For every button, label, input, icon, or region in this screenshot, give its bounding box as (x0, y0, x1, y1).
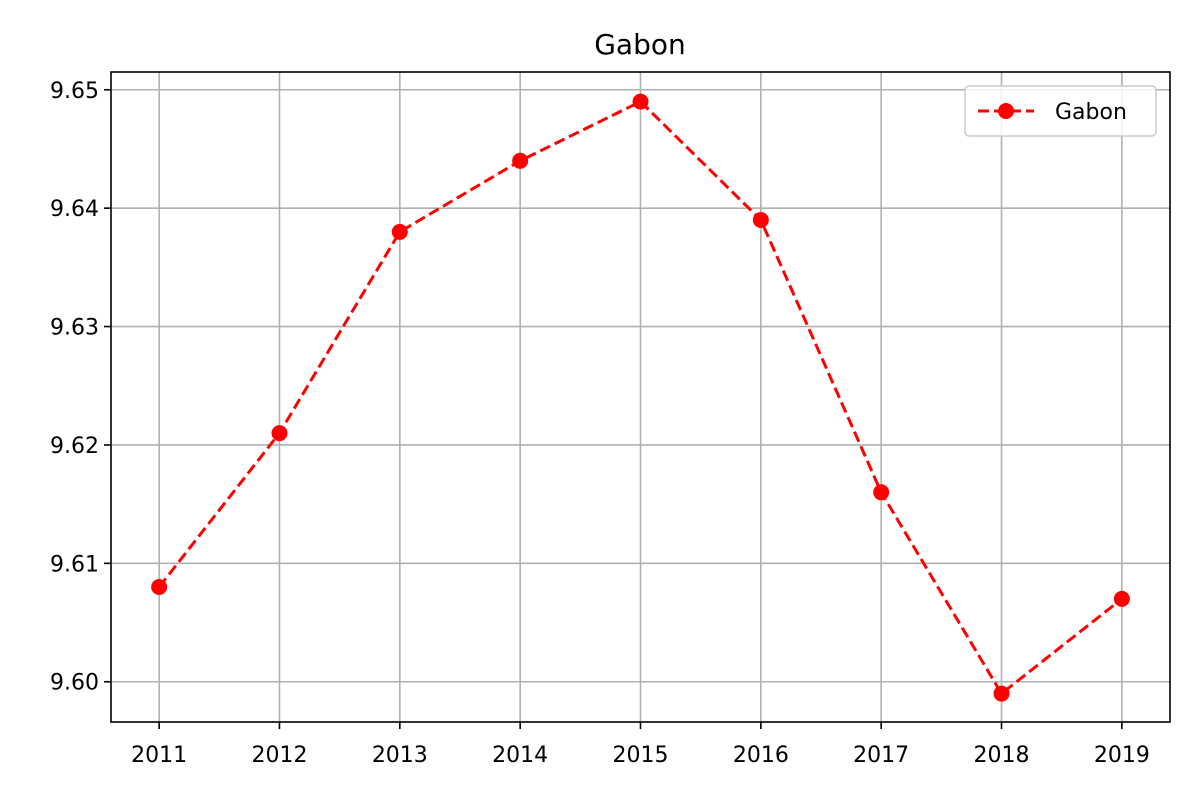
data-point (873, 484, 890, 501)
data-point (752, 211, 769, 228)
x-tick-label: 2011 (131, 743, 187, 768)
data-point (512, 152, 529, 169)
legend: Gabon (964, 85, 1157, 137)
x-tick-label: 2017 (853, 743, 909, 768)
legend-label: Gabon (1055, 100, 1127, 125)
y-tick-label: 9.60 (50, 671, 99, 696)
x-tick-label: 2018 (974, 743, 1030, 768)
x-tick-label: 2012 (251, 743, 307, 768)
grid (111, 72, 1170, 722)
y-tick-label: 9.63 (50, 316, 99, 341)
chart-title: Gabon (594, 28, 686, 61)
data-point (993, 685, 1010, 702)
x-tick-label: 2013 (372, 743, 428, 768)
x-tick-label: 2019 (1094, 743, 1150, 768)
data-point (632, 93, 649, 110)
legend-box (964, 85, 1157, 137)
data-point (151, 579, 168, 596)
data-point (391, 223, 408, 240)
x-tick-label: 2014 (492, 743, 548, 768)
series-line (157, 99, 1123, 696)
legend-marker (998, 103, 1014, 119)
x-tick-label: 2015 (613, 743, 669, 768)
y-tick-label: 9.64 (50, 197, 99, 222)
data-point (1113, 590, 1130, 607)
y-axis: 9.60 9.61 9.62 9.63 9.64 9.65 (50, 79, 111, 696)
y-tick-label: 9.65 (50, 79, 99, 104)
data-point (271, 425, 288, 442)
y-tick-label: 9.62 (50, 434, 99, 459)
y-tick-label: 9.61 (50, 552, 99, 577)
series-layer (151, 93, 1130, 702)
x-axis: 2011 2012 2013 2014 2015 2016 2017 2018 2019 (131, 722, 1150, 768)
x-tick-label: 2016 (733, 743, 789, 768)
